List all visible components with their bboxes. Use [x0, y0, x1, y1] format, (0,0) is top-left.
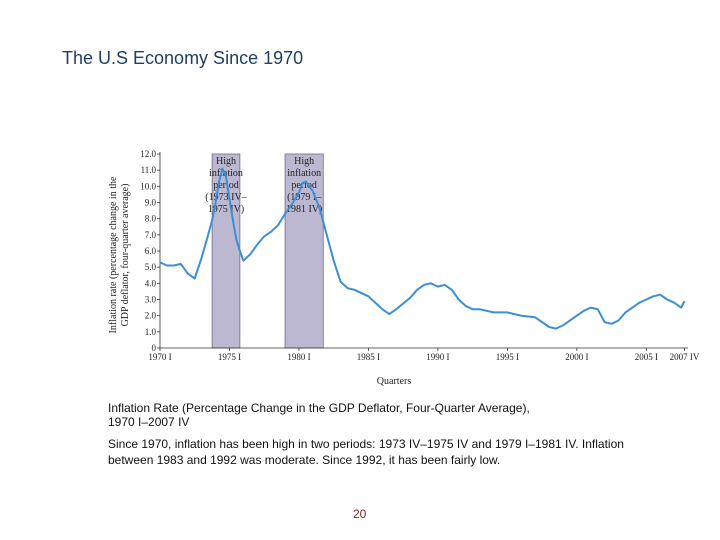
page-number: 20 [353, 507, 367, 521]
shaded-period-1-label: period [213, 180, 239, 191]
shaded-period-1 [211, 153, 241, 349]
shaded-period-1-label: (1973 IV– [205, 192, 247, 203]
y-tick-label: 7.0 [145, 230, 157, 240]
y-tick-label: 9.0 [145, 198, 157, 208]
x-tick-label: 1980 I [287, 352, 310, 362]
y-tick-label: 0 [152, 343, 157, 353]
y-tick-label: 10.0 [140, 181, 156, 191]
x-tick-label: 1975 I [218, 352, 241, 362]
body-line-1: Since 1970, inflation has been high in t… [108, 437, 624, 451]
y-tick-label: 6.0 [145, 246, 157, 256]
y-tick-label: 5.0 [145, 262, 157, 272]
x-tick-label: 1990 I [426, 352, 449, 362]
shaded-period-1-label: 1975 IV) [208, 204, 244, 215]
y-tick-label: 2.0 [145, 311, 157, 321]
x-tick-label: 1985 I [357, 352, 380, 362]
y-tick-label: 8.0 [145, 214, 157, 224]
caption-line-1: Inflation Rate (Percentage Change in the… [108, 401, 530, 415]
inflation-series-line [159, 167, 686, 330]
y-axis-title-line-2: GDP deflator, four-quarter average) [120, 184, 131, 327]
shaded-period-2-label: (1979 I– [287, 192, 322, 203]
shaded-period-1-label: High [216, 156, 236, 167]
body-text: Since 1970, inflation has been high in t… [108, 436, 698, 468]
y-tick-label: 1.0 [145, 327, 157, 337]
caption-line-2: 1970 I–2007 IV [108, 415, 190, 429]
body-line-2: between 1983 and 1992 was moderate. Sinc… [108, 453, 501, 467]
shaded-period-2-label: 1981 IV) [286, 204, 322, 215]
x-tick-label: 1970 I [148, 352, 171, 362]
shaded-period-2 [284, 153, 324, 349]
shaded-period-2-label: inflation [287, 168, 321, 179]
y-tick-label: 11.0 [141, 165, 157, 175]
y-axis-title-line-1: Inflation rate (percentage change in the [108, 176, 119, 333]
x-tick-label: 2007 IV [670, 352, 700, 362]
shaded-period-1-label: inflation [209, 168, 243, 179]
shaded-period-2-label: period [291, 180, 317, 191]
x-tick-label: 2000 I [565, 352, 588, 362]
x-tick-label: 1995 I [496, 352, 519, 362]
shaded-period-2-label: High [294, 156, 314, 167]
x-tick-label: 2005 I [635, 352, 658, 362]
slide-title: The U.S Economy Since 1970 [62, 48, 304, 68]
y-tick-label: 3.0 [145, 295, 157, 305]
x-axis-title: Quarters [377, 376, 412, 387]
y-tick-label: 12.0 [140, 149, 156, 159]
y-tick-label: 4.0 [145, 278, 157, 288]
figure-caption: Inflation Rate (Percentage Change in the… [108, 401, 578, 429]
